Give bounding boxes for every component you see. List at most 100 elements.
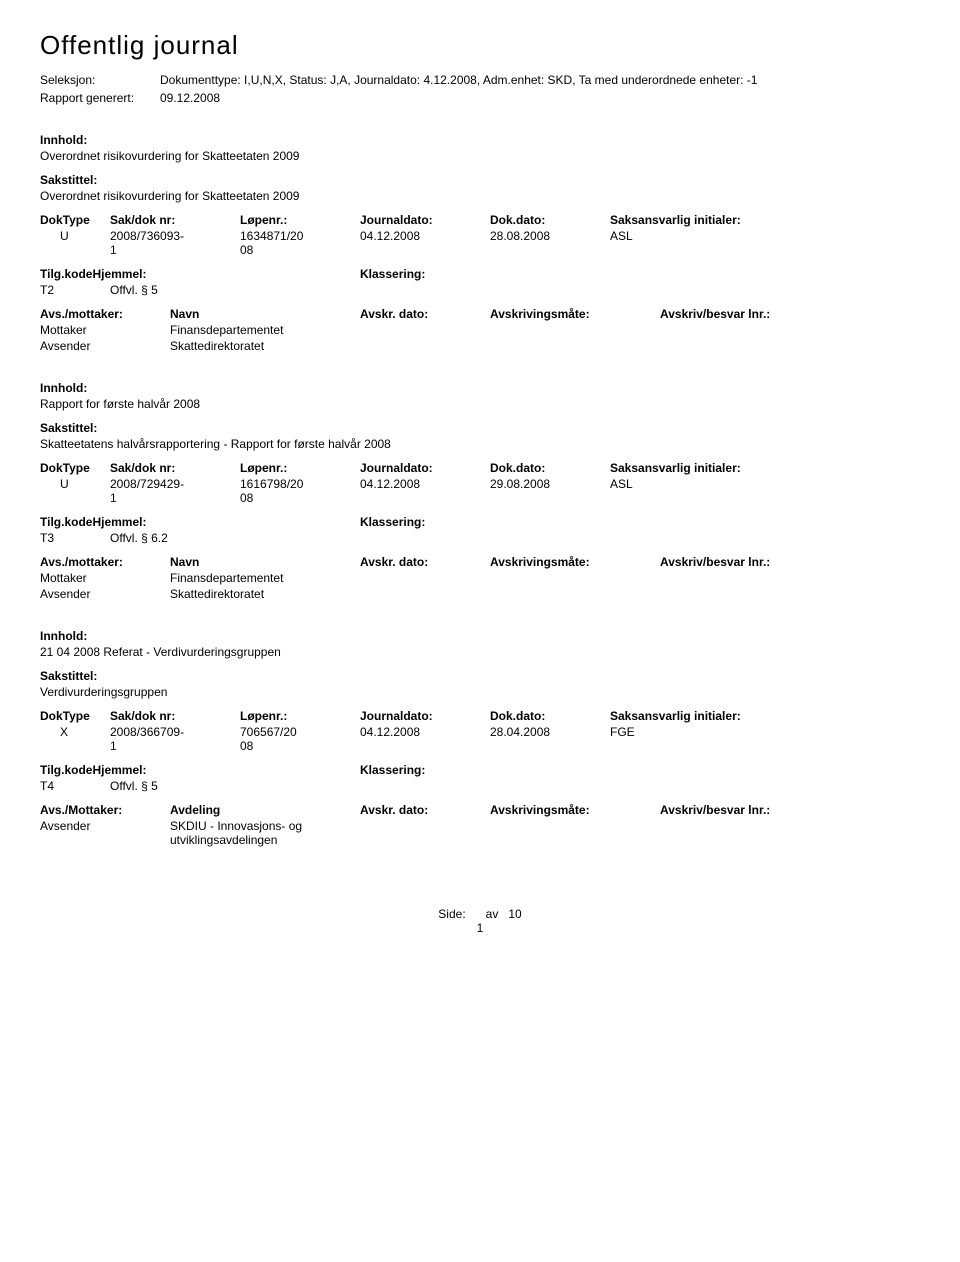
page-footer: Side: av 10 1 [40, 907, 920, 935]
party-role: Avsender [40, 819, 170, 847]
avskrivbesvar-header: Avskriv/besvar lnr.: [660, 803, 920, 817]
avskrdato-header: Avskr. dato: [360, 555, 490, 569]
sakdoknr-header: Sak/dok nr: [110, 461, 240, 475]
klassering-header: Klassering: [360, 763, 920, 777]
avskrdato-header: Avskr. dato: [360, 803, 490, 817]
party-role: Mottaker [40, 323, 170, 337]
tilg-text: Offvl. § 6.2 [110, 531, 920, 545]
innhold-label: Innhold: [40, 133, 920, 147]
party-row: AvsenderSKDIU - Innovasjons- og utviklin… [40, 819, 920, 847]
doktype-header: DokType [40, 709, 110, 723]
journaldato-header: Journaldato: [360, 213, 490, 227]
journaldato-value: 04.12.2008 [360, 725, 490, 753]
journal-entry: Innhold:21 04 2008 Referat - Verdivurder… [40, 629, 920, 847]
lopenr-header: Løpenr.: [240, 461, 360, 475]
party-row: AvsenderSkattedirektoratet [40, 587, 920, 601]
party-name: Skattedirektoratet [170, 339, 360, 353]
party-row: MottakerFinansdepartementet [40, 571, 920, 585]
page-title: Offentlig journal [40, 30, 920, 61]
saksansvarlig-header: Saksansvarlig initialer: [610, 709, 920, 723]
party-name: Skattedirektoratet [170, 587, 360, 601]
tilg-data-row: T2Offvl. § 5 [40, 283, 920, 297]
avs-header-row: Avs./Mottaker:AvdelingAvskr. dato:Avskri… [40, 803, 920, 817]
page-number: 1 [40, 921, 920, 935]
lopenr-value: 706567/2008 [240, 725, 360, 753]
journaldato-value: 04.12.2008 [360, 477, 490, 505]
tilg-text: Offvl. § 5 [110, 283, 920, 297]
dokdato-value: 29.08.2008 [490, 477, 610, 505]
avs-header-row: Avs./mottaker:NavnAvskr. dato:Avskriving… [40, 555, 920, 569]
doktype-value: U [40, 229, 110, 257]
seleksjon-value: Dokumenttype: I,U,N,X, Status: J,A, Jour… [160, 73, 920, 87]
innhold-value: Rapport for første halvår 2008 [40, 397, 920, 411]
sakstittel-label: Sakstittel: [40, 421, 920, 435]
dokdato-header: Dok.dato: [490, 213, 610, 227]
avskrivingsmate-header: Avskrivingsmåte: [490, 307, 660, 321]
party-row: AvsenderSkattedirektoratet [40, 339, 920, 353]
doktype-value: U [40, 477, 110, 505]
saksansvarlig-header: Saksansvarlig initialer: [610, 213, 920, 227]
party-name: Finansdepartementet [170, 571, 360, 585]
tilg-code: T2 [40, 283, 110, 297]
side-av: av [486, 907, 499, 921]
dokdato-value: 28.04.2008 [490, 725, 610, 753]
party-name: SKDIU - Innovasjons- og utviklingsavdeli… [170, 819, 360, 847]
saksansvarlig-value: ASL [610, 229, 920, 257]
innhold-value: Overordnet risikovurdering for Skatteeta… [40, 149, 920, 163]
doktype-header: DokType [40, 461, 110, 475]
tilg-data-row: T3Offvl. § 6.2 [40, 531, 920, 545]
saksansvarlig-value: FGE [610, 725, 920, 753]
doktype-value: X [40, 725, 110, 753]
navn-header: Navn [170, 555, 360, 569]
avsmottaker-header: Avs./mottaker: [40, 555, 170, 569]
avskrdato-header: Avskr. dato: [360, 307, 490, 321]
party-name: Finansdepartementet [170, 323, 360, 337]
sakstittel-label: Sakstittel: [40, 669, 920, 683]
tilg-header-row: Tilg.kodeHjemmel:Klassering: [40, 267, 920, 281]
navn-header: Navn [170, 307, 360, 321]
innhold-label: Innhold: [40, 381, 920, 395]
klassering-header: Klassering: [360, 515, 920, 529]
sakdoknr-value: 2008/736093-1 [110, 229, 240, 257]
sakdoknr-value: 2008/366709-1 [110, 725, 240, 753]
tilgkodehjemmel-header: Tilg.kodeHjemmel: [40, 763, 360, 777]
avsmottaker-header: Avs./mottaker: [40, 307, 170, 321]
party-role: Mottaker [40, 571, 170, 585]
sakstittel-value: Skatteetatens halvårsrapportering - Rapp… [40, 437, 920, 451]
avskrivbesvar-header: Avskriv/besvar lnr.: [660, 307, 920, 321]
rapport-value: 09.12.2008 [160, 91, 920, 105]
avsmottaker-header: Avs./Mottaker: [40, 803, 170, 817]
dokdato-header: Dok.dato: [490, 461, 610, 475]
tilg-code: T4 [40, 779, 110, 793]
seleksjon-row: Seleksjon: Dokumenttype: I,U,N,X, Status… [40, 73, 920, 87]
dokdato-value: 28.08.2008 [490, 229, 610, 257]
lopenr-header: Løpenr.: [240, 213, 360, 227]
sakdoknr-header: Sak/dok nr: [110, 213, 240, 227]
klassering-header: Klassering: [360, 267, 920, 281]
dokdato-header: Dok.dato: [490, 709, 610, 723]
journaldato-header: Journaldato: [360, 709, 490, 723]
avskrivingsmate-header: Avskrivingsmåte: [490, 803, 660, 817]
tilg-code: T3 [40, 531, 110, 545]
side-label: Side: [438, 907, 465, 921]
avskrivingsmate-header: Avskrivingsmåte: [490, 555, 660, 569]
side-total: 10 [508, 907, 521, 921]
lopenr-value: 1634871/2008 [240, 229, 360, 257]
doc-header-row: DokTypeSak/dok nr:Løpenr.:Journaldato:Do… [40, 709, 920, 723]
party-role: Avsender [40, 587, 170, 601]
journaldato-header: Journaldato: [360, 461, 490, 475]
doc-data-row: U2008/729429-11616798/200804.12.200829.0… [40, 477, 920, 505]
sakdoknr-header: Sak/dok nr: [110, 709, 240, 723]
sakstittel-value: Verdivurderingsgruppen [40, 685, 920, 699]
tilg-data-row: T4Offvl. § 5 [40, 779, 920, 793]
journal-entry: Innhold: Overordnet risikovurdering for S… [40, 133, 920, 353]
seleksjon-label: Seleksjon: [40, 73, 160, 87]
journaldato-value: 04.12.2008 [360, 229, 490, 257]
lopenr-value: 1616798/2008 [240, 477, 360, 505]
doc-header-row: DokTypeSak/dok nr:Løpenr.:Journaldato:Do… [40, 461, 920, 475]
doktype-header: DokType [40, 213, 110, 227]
navn-header: Avdeling [170, 803, 360, 817]
avskrivbesvar-header: Avskriv/besvar lnr.: [660, 555, 920, 569]
avs-header-row: Avs./mottaker:NavnAvskr. dato:Avskriving… [40, 307, 920, 321]
tilg-text: Offvl. § 5 [110, 779, 920, 793]
